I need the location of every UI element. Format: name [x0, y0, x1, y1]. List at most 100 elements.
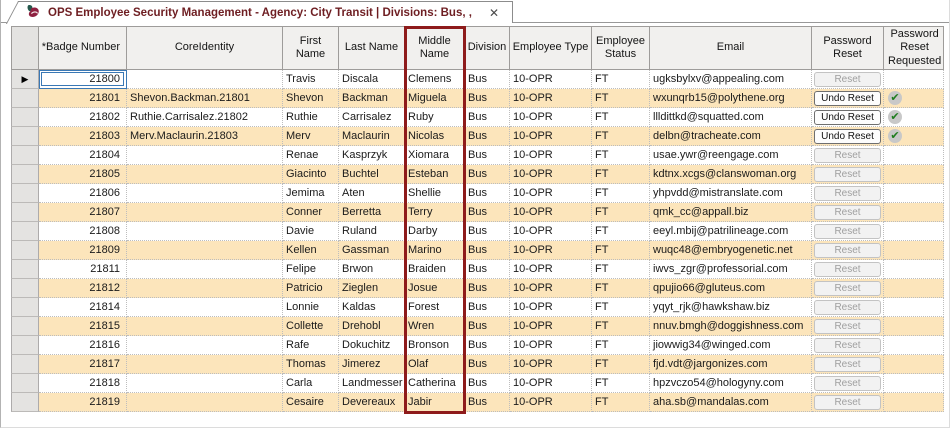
- last-cell[interactable]: Ruland: [339, 222, 405, 241]
- division-cell[interactable]: Bus: [465, 374, 510, 393]
- status-cell[interactable]: FT: [592, 127, 650, 146]
- reset-cell[interactable]: Reset: [812, 336, 884, 355]
- core-cell[interactable]: [127, 279, 283, 298]
- division-cell[interactable]: Bus: [465, 317, 510, 336]
- email-cell[interactable]: nnuv.bmgh@doggishness.com: [650, 317, 812, 336]
- type-cell[interactable]: 10-OPR: [510, 108, 592, 127]
- grid-corner-cell[interactable]: [11, 26, 39, 70]
- first-cell[interactable]: Giacinto: [283, 165, 339, 184]
- type-cell[interactable]: 10-OPR: [510, 70, 592, 89]
- requested-cell[interactable]: [884, 222, 944, 241]
- badge-cell[interactable]: 21818: [39, 374, 127, 393]
- reset-cell[interactable]: Reset: [812, 374, 884, 393]
- reset-cell[interactable]: Reset: [812, 203, 884, 222]
- status-cell[interactable]: FT: [592, 203, 650, 222]
- row-header-cell[interactable]: [11, 393, 39, 412]
- first-cell[interactable]: Lonnie: [283, 298, 339, 317]
- first-cell[interactable]: Patricio: [283, 279, 339, 298]
- badge-cell[interactable]: 21801: [39, 89, 127, 108]
- column-header-badge[interactable]: *Badge Number: [39, 26, 127, 70]
- email-cell[interactable]: wxunqrb15@polythene.org: [650, 89, 812, 108]
- core-cell[interactable]: [127, 241, 283, 260]
- middle-cell[interactable]: Forest: [405, 298, 465, 317]
- column-header-requested[interactable]: Password Reset Requested: [884, 26, 944, 70]
- badge-cell[interactable]: 21809: [39, 241, 127, 260]
- row-header-cell[interactable]: [11, 146, 39, 165]
- last-cell[interactable]: Kaldas: [339, 298, 405, 317]
- row-header-cell[interactable]: [11, 89, 39, 108]
- row-header-cell[interactable]: [11, 317, 39, 336]
- requested-cell[interactable]: [884, 165, 944, 184]
- email-cell[interactable]: yhpvdd@mistranslate.com: [650, 184, 812, 203]
- column-header-first[interactable]: First Name: [283, 26, 339, 70]
- core-cell[interactable]: [127, 317, 283, 336]
- division-cell[interactable]: Bus: [465, 108, 510, 127]
- row-header-cell[interactable]: [11, 336, 39, 355]
- status-cell[interactable]: FT: [592, 374, 650, 393]
- status-cell[interactable]: FT: [592, 336, 650, 355]
- middle-cell[interactable]: Esteban: [405, 165, 465, 184]
- column-header-status[interactable]: Employee Status: [592, 26, 650, 70]
- email-cell[interactable]: delbn@tracheate.com: [650, 127, 812, 146]
- password-reset-button[interactable]: Reset: [814, 337, 881, 353]
- core-cell[interactable]: Merv.Maclaurin.21803: [127, 127, 283, 146]
- badge-cell[interactable]: 21816: [39, 336, 127, 355]
- type-cell[interactable]: 10-OPR: [510, 355, 592, 374]
- core-cell[interactable]: [127, 146, 283, 165]
- middle-cell[interactable]: Braiden: [405, 260, 465, 279]
- last-cell[interactable]: Dokuchitz: [339, 336, 405, 355]
- core-cell[interactable]: Shevon.Backman.21801: [127, 89, 283, 108]
- division-cell[interactable]: Bus: [465, 393, 510, 412]
- email-cell[interactable]: qmk_cc@appall.biz: [650, 203, 812, 222]
- email-cell[interactable]: jiowwig34@winged.com: [650, 336, 812, 355]
- reset-cell[interactable]: Undo Reset: [812, 108, 884, 127]
- division-cell[interactable]: Bus: [465, 260, 510, 279]
- row-header-cell[interactable]: [11, 260, 39, 279]
- middle-cell[interactable]: Darby: [405, 222, 465, 241]
- requested-cell[interactable]: [884, 279, 944, 298]
- division-cell[interactable]: Bus: [465, 336, 510, 355]
- badge-cell[interactable]: 21817: [39, 355, 127, 374]
- password-reset-button[interactable]: Undo Reset: [814, 90, 881, 106]
- type-cell[interactable]: 10-OPR: [510, 393, 592, 412]
- password-reset-button[interactable]: Reset: [814, 185, 881, 201]
- last-cell[interactable]: Carrisalez: [339, 108, 405, 127]
- badge-cell[interactable]: 21814: [39, 298, 127, 317]
- badge-cell[interactable]: 21815: [39, 317, 127, 336]
- status-cell[interactable]: FT: [592, 279, 650, 298]
- middle-cell[interactable]: Miguela: [405, 89, 465, 108]
- middle-cell[interactable]: Nicolas: [405, 127, 465, 146]
- reset-cell[interactable]: Reset: [812, 279, 884, 298]
- badge-cell[interactable]: 21800: [39, 70, 127, 89]
- row-header-cell[interactable]: [11, 127, 39, 146]
- first-cell[interactable]: Davie: [283, 222, 339, 241]
- type-cell[interactable]: 10-OPR: [510, 222, 592, 241]
- first-cell[interactable]: Thomas: [283, 355, 339, 374]
- type-cell[interactable]: 10-OPR: [510, 336, 592, 355]
- type-cell[interactable]: 10-OPR: [510, 279, 592, 298]
- last-cell[interactable]: Gassman: [339, 241, 405, 260]
- email-cell[interactable]: hpzvczo54@hologyny.com: [650, 374, 812, 393]
- status-cell[interactable]: FT: [592, 146, 650, 165]
- middle-cell[interactable]: Shellie: [405, 184, 465, 203]
- row-header-cell[interactable]: [11, 241, 39, 260]
- division-cell[interactable]: Bus: [465, 127, 510, 146]
- reset-cell[interactable]: Reset: [812, 393, 884, 412]
- type-cell[interactable]: 10-OPR: [510, 165, 592, 184]
- first-cell[interactable]: Conner: [283, 203, 339, 222]
- last-cell[interactable]: Zieglen: [339, 279, 405, 298]
- column-header-type[interactable]: Employee Type: [510, 26, 592, 70]
- type-cell[interactable]: 10-OPR: [510, 127, 592, 146]
- row-header-cell[interactable]: [11, 108, 39, 127]
- requested-cell[interactable]: [884, 393, 944, 412]
- last-cell[interactable]: Aten: [339, 184, 405, 203]
- badge-cell[interactable]: 21819: [39, 393, 127, 412]
- core-cell[interactable]: [127, 260, 283, 279]
- first-cell[interactable]: Cesaire: [283, 393, 339, 412]
- status-cell[interactable]: FT: [592, 317, 650, 336]
- first-cell[interactable]: Shevon: [283, 89, 339, 108]
- password-reset-button[interactable]: Reset: [814, 223, 881, 239]
- middle-cell[interactable]: Olaf: [405, 355, 465, 374]
- middle-cell[interactable]: Jabir: [405, 393, 465, 412]
- division-cell[interactable]: Bus: [465, 89, 510, 108]
